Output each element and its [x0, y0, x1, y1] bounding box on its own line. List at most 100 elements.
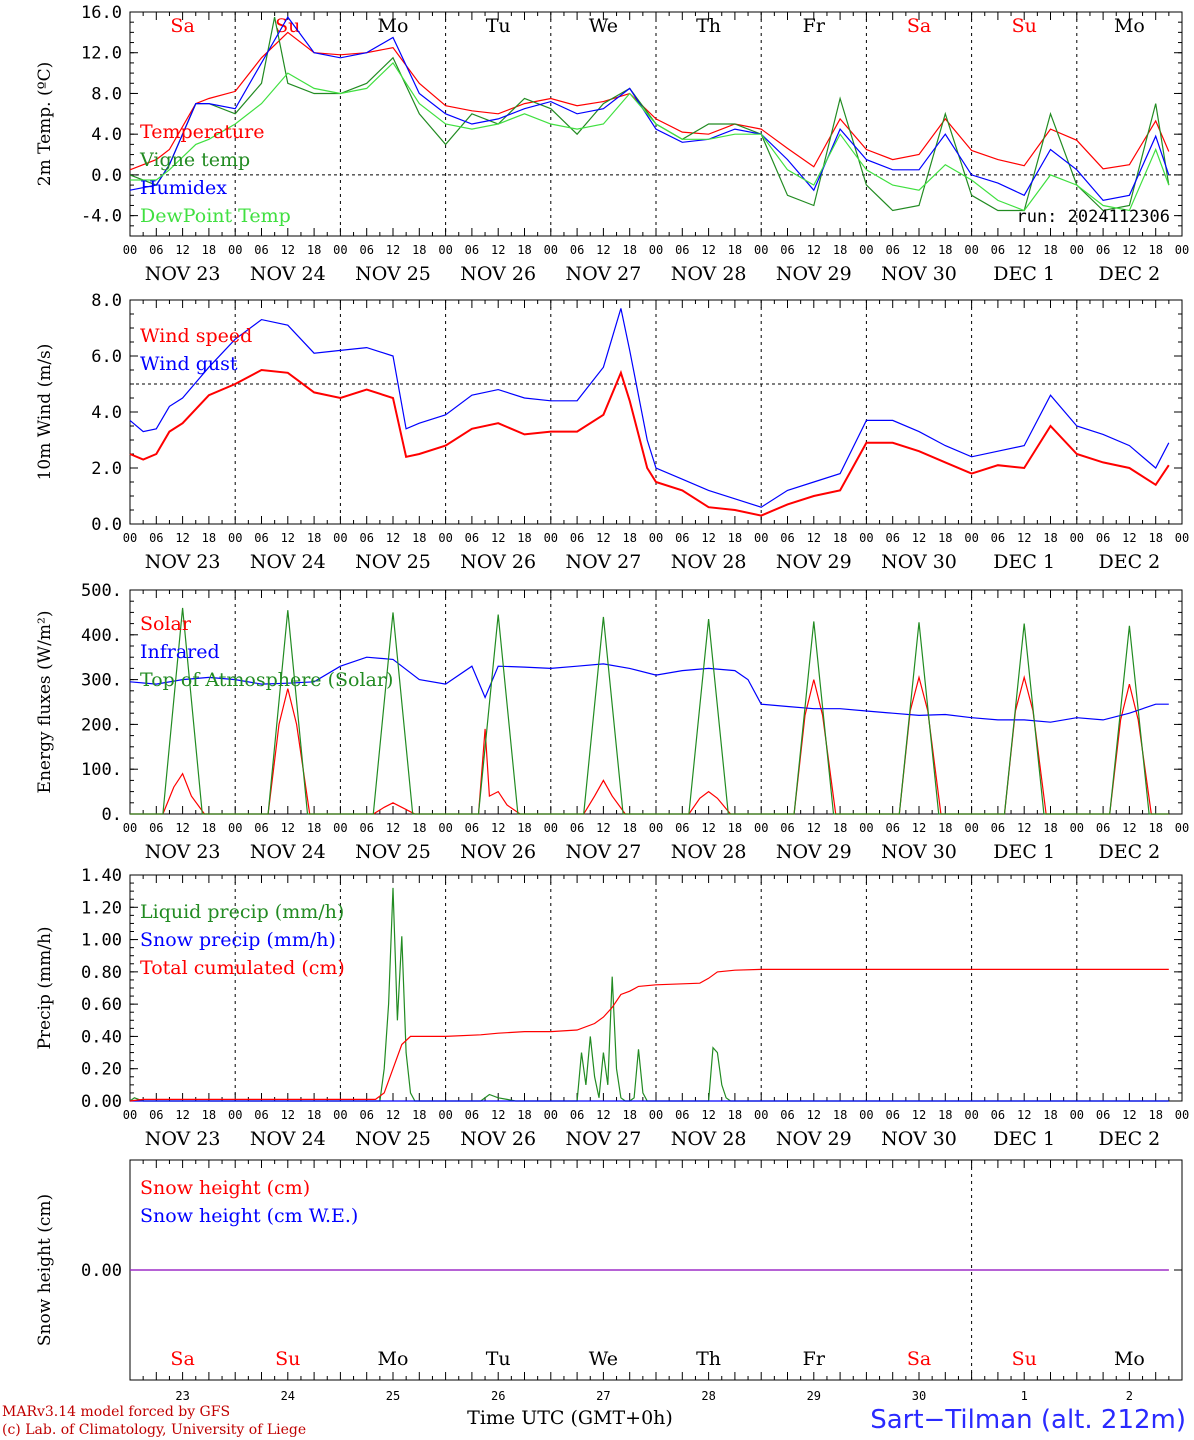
date-label: NOV 28	[671, 263, 747, 285]
weekday-label: Fr	[803, 15, 826, 37]
hour-tick-label: 06	[780, 821, 794, 835]
weekday-label: Tu	[486, 1348, 511, 1370]
hour-tick-label: 18	[728, 243, 742, 257]
weekday-label: Su	[1012, 1348, 1037, 1370]
hour-tick-label: 00	[649, 243, 663, 257]
legend-entry: Solar	[140, 613, 192, 635]
y-tick-label: 4.0	[91, 403, 122, 423]
weekday-label: Th	[696, 1348, 721, 1370]
hour-tick-label: 06	[570, 821, 584, 835]
legend-entry: Humidex	[140, 177, 227, 199]
hour-tick-label: 12	[386, 1108, 400, 1122]
date-label: DEC 2	[1099, 1128, 1161, 1150]
footer-line-1: MARv3.14 model forced by GFS	[2, 1404, 230, 1420]
date-label: NOV 29	[776, 551, 852, 573]
hour-tick-label: 12	[386, 243, 400, 257]
day-number-label: 25	[386, 1389, 400, 1403]
weekday-label: Mo	[378, 1348, 409, 1370]
hour-tick-label: 18	[1043, 243, 1057, 257]
panel-2: 8.0 6.0 4.0 2.0 0.0 10m Wind (m/s) 00 06 12 18 00 0…	[35, 291, 1189, 573]
weekday-label: We	[589, 1348, 618, 1370]
hour-tick-label: 12	[1122, 531, 1136, 545]
y-tick-label: 2.0	[91, 459, 122, 479]
date-label: NOV 24	[250, 263, 326, 285]
hour-tick-label: 18	[938, 243, 952, 257]
date-label: NOV 28	[671, 1128, 747, 1150]
date-label: NOV 30	[881, 841, 957, 863]
series-line-1	[129, 31, 1170, 171]
hour-tick-label: 00	[859, 531, 873, 545]
y-tick-label: -4.0	[81, 207, 122, 227]
hour-tick-label: 18	[412, 531, 426, 545]
hour-tick-label: 12	[807, 243, 821, 257]
hour-tick-label: 06	[885, 1108, 899, 1122]
hour-tick-label: 12	[175, 821, 189, 835]
hour-tick-label: 06	[780, 243, 794, 257]
hour-tick-label: 00	[859, 243, 873, 257]
series-line-2	[129, 16, 1170, 212]
hour-tick-label: 18	[517, 821, 531, 835]
y-tick-label: 1.40	[81, 866, 122, 886]
hour-tick-label: 06	[149, 531, 163, 545]
hour-tick-label: 06	[991, 531, 1005, 545]
hour-tick-label: 18	[938, 531, 952, 545]
y-tick-label: 100.	[81, 760, 122, 780]
hour-tick-label: 00	[544, 531, 558, 545]
hour-tick-label: 06	[1096, 243, 1110, 257]
y-tick-label: 0.0	[91, 515, 122, 535]
date-label: NOV 25	[355, 551, 431, 573]
hour-tick-label: 00	[123, 1108, 137, 1122]
weekday-label: Su	[275, 1348, 300, 1370]
hour-tick-label: 18	[728, 1108, 742, 1122]
y-tick-label: 0.00	[81, 1261, 122, 1281]
date-label: NOV 24	[250, 551, 326, 573]
hour-tick-label: 06	[885, 531, 899, 545]
hour-tick-label: 06	[254, 821, 268, 835]
hour-tick-label: 12	[1017, 1108, 1031, 1122]
weekday-label: Su	[275, 15, 300, 37]
day-number-label: 27	[596, 1389, 610, 1403]
hour-tick-label: 12	[701, 821, 715, 835]
date-label: DEC 1	[993, 1128, 1055, 1150]
date-label: NOV 29	[776, 1128, 852, 1150]
y-tick-label: 1.20	[81, 898, 122, 918]
series-line-3	[130, 607, 1169, 815]
legend-entry: Snow precip (mm/h)	[140, 929, 336, 951]
hour-tick-label: 12	[807, 531, 821, 545]
hour-tick-label: 00	[754, 1108, 768, 1122]
hour-tick-label: 12	[491, 1108, 505, 1122]
panel-4: 1.40 1.20 1.00 0.80 0.60 0.40 0.20 0.00 Precip (…	[35, 866, 1189, 1150]
hour-tick-label: 00	[649, 821, 663, 835]
y-tick-label: 0.80	[81, 963, 122, 983]
hour-tick-label: 06	[991, 821, 1005, 835]
hour-tick-label: 06	[570, 1108, 584, 1122]
hour-tick-label: 00	[123, 821, 137, 835]
series-line-4	[130, 61, 1170, 212]
hour-tick-label: 18	[1043, 1108, 1057, 1122]
day-number-label: 23	[175, 1389, 189, 1403]
hour-tick-label: 18	[517, 243, 531, 257]
hour-tick-label: 18	[1043, 531, 1057, 545]
date-label: NOV 25	[355, 263, 431, 285]
hour-tick-label: 12	[281, 821, 295, 835]
footer-line-2: (c) Lab. of Climatology, University of L…	[2, 1422, 306, 1438]
day-number-label: 1	[1021, 1389, 1028, 1403]
hour-tick-label: 06	[254, 1108, 268, 1122]
hour-tick-label: 12	[1017, 243, 1031, 257]
hour-tick-label: 18	[622, 243, 636, 257]
y-axis-label: 10m Wind (m/s)	[35, 344, 55, 481]
hour-tick-label: 06	[359, 821, 373, 835]
hour-tick-label: 06	[885, 821, 899, 835]
run-label: run: 2024112306	[1016, 207, 1170, 227]
date-label: DEC 2	[1099, 551, 1161, 573]
legend-entry: Infrared	[140, 641, 220, 663]
legend-entry: Total cumulated (cm)	[140, 957, 345, 979]
hour-tick-label: 06	[1096, 1108, 1110, 1122]
y-tick-label: 0.60	[81, 995, 122, 1015]
hour-tick-label: 00	[438, 821, 452, 835]
hour-tick-label: 18	[1043, 821, 1057, 835]
hour-tick-label: 12	[596, 1108, 610, 1122]
hour-tick-label: 12	[1017, 821, 1031, 835]
hour-tick-label: 00	[333, 821, 347, 835]
